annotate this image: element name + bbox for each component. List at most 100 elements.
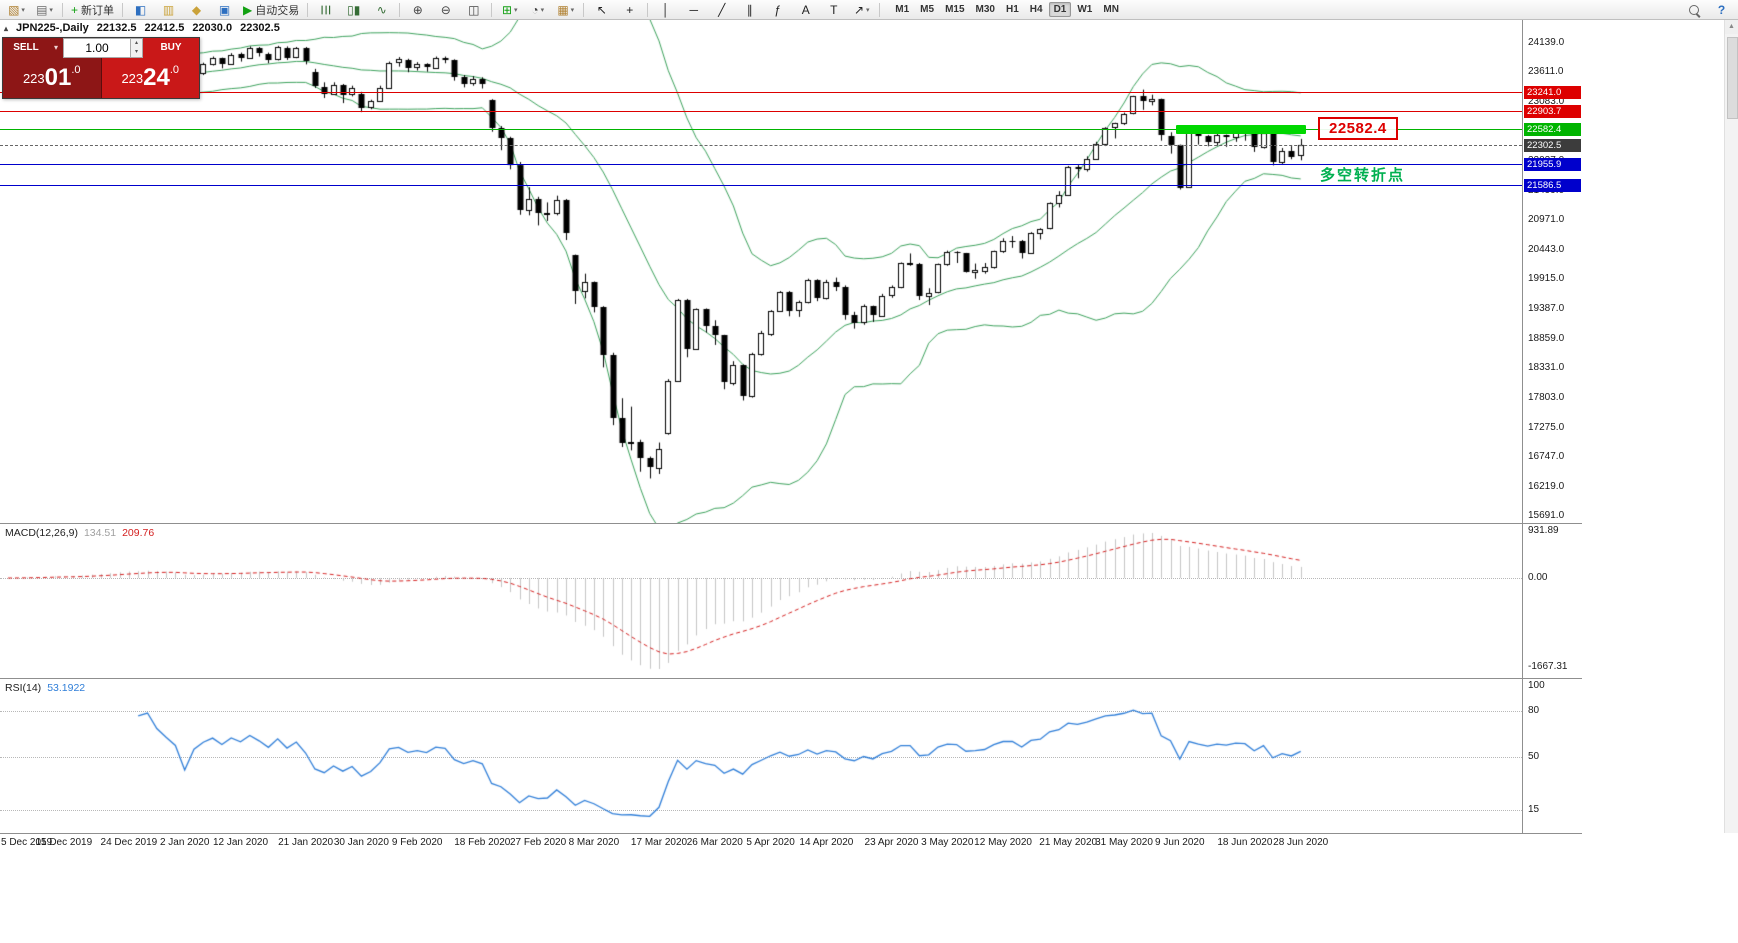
highlight-zone[interactable] — [1175, 124, 1306, 134]
volume-input[interactable]: 1.00 — [63, 38, 131, 58]
resistance-line-lower[interactable] — [0, 111, 1522, 113]
arrows-button[interactable]: ↗ ▾ — [848, 0, 875, 19]
vertical-scrollbar[interactable]: ▲ — [1724, 20, 1738, 833]
rsi-panel[interactable] — [0, 679, 1522, 832]
new-order-label: 新订单 — [81, 4, 115, 17]
templates-button[interactable]: ▦ ▾ — [552, 0, 579, 19]
price-callout[interactable]: 22582.4 — [1318, 117, 1398, 140]
channel-button[interactable]: ∥ — [736, 0, 763, 19]
help-button[interactable]: ? — [1708, 0, 1735, 19]
dropdown-caret-icon: ▾ — [866, 6, 870, 14]
oneclick-collapse-icon[interactable]: ▴ — [4, 23, 9, 33]
text-label-button[interactable]: T — [820, 0, 847, 19]
zoom-in-button[interactable]: ⊕ — [404, 0, 431, 19]
panel-separator[interactable] — [0, 523, 1582, 524]
timeframe-m1[interactable]: M1 — [895, 4, 910, 15]
periods-icon: ◔ — [531, 2, 539, 17]
volume-up-icon[interactable]: ▴ — [131, 39, 142, 48]
arrows-icon: ↗ — [853, 2, 865, 17]
volume-down-icon[interactable]: ▾ — [131, 48, 142, 57]
periods-button[interactable]: ◔ ▾ — [524, 0, 551, 19]
time-label: 5 Apr 2020 — [746, 837, 795, 848]
market-watch-button[interactable]: ◧ — [127, 0, 154, 19]
timeframe-d1[interactable]: D1 — [1048, 2, 1072, 17]
timeframe-m5[interactable]: M5 — [920, 4, 935, 15]
buy-button[interactable]: BUY — [143, 38, 199, 58]
timeframe-mn[interactable]: MN — [1103, 4, 1119, 15]
zoom-out-button[interactable]: ⊖ — [432, 0, 459, 19]
sell-button[interactable]: SELL — [3, 38, 49, 58]
price-tick: 17803.0 — [1528, 391, 1565, 403]
search-icon — [1688, 4, 1699, 15]
auto-trading-button[interactable]: ▶ 自动交易 — [239, 0, 303, 19]
buy-price-big: 24 — [143, 64, 170, 91]
chart-annotation[interactable]: 多空转折点 — [1320, 167, 1406, 184]
timeframe-w1[interactable]: W1 — [1077, 4, 1093, 15]
key-level-line[interactable] — [0, 129, 1522, 131]
zoom-in-icon: ⊕ — [412, 2, 423, 17]
price-tick: 18859.0 — [1528, 332, 1565, 344]
time-label: 8 Mar 2020 — [568, 837, 620, 848]
vertical-line-button[interactable]: │ — [652, 0, 679, 19]
chart-candles-icon: ▯▮ — [347, 2, 361, 17]
timeframe-m30[interactable]: M30 — [975, 4, 995, 15]
timeframe-h1[interactable]: H1 — [1005, 4, 1019, 15]
support-line-upper[interactable] — [0, 164, 1522, 166]
panel-separator[interactable] — [0, 833, 1582, 834]
chart-line-button[interactable]: ∿ — [368, 0, 395, 19]
key-level-line-label: 22582.4 — [1524, 122, 1581, 136]
volume-dropdown[interactable]: ▾ — [49, 38, 63, 58]
scrollbar-up-arrow[interactable]: ▲ — [1725, 20, 1738, 34]
ohlc-low: 22030.0 — [192, 22, 233, 34]
profiles-button[interactable]: ▤ ▾ — [31, 0, 58, 19]
indicators-button[interactable]: ⊞ ▾ — [496, 0, 523, 19]
ohlc-open: 22132.5 — [96, 22, 137, 34]
navigator-button[interactable]: ◆ — [183, 0, 210, 19]
sell-price-big: 01 — [44, 64, 72, 91]
dropdown-caret-icon: ▾ — [21, 6, 25, 14]
rsi-axis-15: 15 — [1528, 804, 1540, 815]
macd-canvas[interactable] — [0, 524, 1522, 677]
new-chart-button[interactable]: ▧ ▾ — [3, 0, 30, 19]
timeframe-h4[interactable]: H4 — [1029, 4, 1043, 15]
time-label: 18 Jun 2020 — [1217, 837, 1273, 848]
candlestick-canvas[interactable] — [0, 20, 1522, 523]
rsi-axis-50: 50 — [1528, 751, 1540, 762]
support-line-lower[interactable] — [0, 185, 1522, 187]
timeframe-m15[interactable]: M15 — [945, 4, 965, 15]
level-lines-layer — [0, 20, 1522, 523]
scrollbar-thumb[interactable] — [1727, 37, 1738, 119]
time-axis[interactable]: 5 Dec 2019 15 Dec 2019 24 Dec 2019 2 Jan 20… — [0, 834, 1582, 854]
strategy-tester-button[interactable]: ▣ — [211, 0, 238, 19]
volume-stepper[interactable]: ▴ ▾ — [131, 38, 143, 58]
price-axis[interactable]: 24139.023611.023083.022555.022027.021499… — [1522, 20, 1582, 833]
trendline-button[interactable]: ╱ — [708, 0, 735, 19]
data-window-button[interactable]: ▥ — [155, 0, 182, 19]
price-tick: 16747.0 — [1528, 451, 1565, 463]
bid-price-line[interactable] — [0, 145, 1522, 147]
crosshair-button[interactable]: + — [616, 0, 643, 19]
macd-panel[interactable] — [0, 524, 1522, 677]
rsi-canvas[interactable] — [0, 679, 1522, 832]
profiles-icon: ▤ — [36, 2, 48, 17]
fibonacci-icon: ƒ — [774, 2, 782, 17]
search-button[interactable] — [1680, 0, 1707, 19]
sell-price-button[interactable]: 223 01.0 — [3, 58, 101, 98]
horizontal-line-button[interactable]: ─ — [680, 0, 707, 19]
main-chart[interactable]: ▴ JPN225-,Daily 22132.5 22412.5 22030.0 … — [0, 20, 1522, 523]
buy-price-button[interactable]: 223 24.0 — [100, 58, 199, 98]
resistance-line-upper[interactable] — [0, 92, 1522, 94]
text-button[interactable]: A — [792, 0, 819, 19]
fibonacci-button[interactable]: ƒ — [764, 0, 791, 19]
tile-windows-button[interactable]: ◫ — [460, 0, 487, 19]
macd-signal-value: 209.76 — [122, 527, 155, 539]
toolbar-separator — [122, 2, 124, 17]
chart-bars-button[interactable]: ☰ — [312, 0, 339, 19]
panel-separator[interactable] — [0, 678, 1582, 679]
buy-price-prefix: 223 — [121, 70, 144, 86]
chart-candles-button[interactable]: ▯▮ — [340, 0, 367, 19]
new-order-button[interactable]: + 新订单 — [67, 0, 118, 19]
time-label: 9 Feb 2020 — [391, 837, 443, 848]
cursor-button[interactable]: ↖ — [588, 0, 615, 19]
